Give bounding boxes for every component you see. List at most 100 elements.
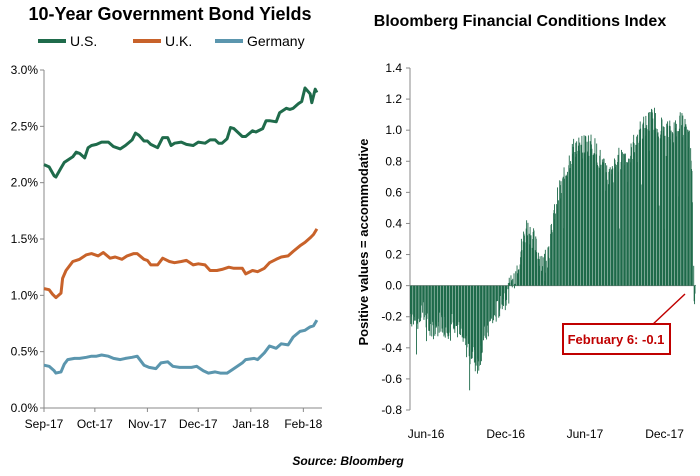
index-bar (634, 152, 635, 286)
index-bar (567, 171, 568, 286)
right-y-tick-label: 1.4 (385, 61, 402, 75)
index-bar (445, 285, 447, 328)
index-bar (509, 282, 511, 286)
index-bar (497, 285, 498, 302)
index-bar (513, 285, 515, 289)
left-y-tick-label: 2.0% (11, 176, 39, 190)
index-bar (527, 222, 529, 286)
index-bar (536, 258, 538, 286)
left-x-tick-label: Feb-18 (284, 417, 322, 431)
index-bar (661, 119, 663, 286)
index-bar (472, 285, 474, 348)
index-bar (436, 285, 438, 327)
index-bar (457, 285, 459, 325)
right-x-tick-label: Dec-17 (645, 427, 684, 441)
index-bar (688, 130, 690, 286)
index-bar (433, 285, 434, 340)
index-bar (544, 249, 546, 286)
right-chart-title: Bloomberg Financial Conditions Index (374, 13, 667, 30)
index-bar (663, 127, 665, 286)
index-bar (478, 285, 480, 366)
index-bar (469, 285, 471, 365)
index-bar (511, 285, 513, 288)
index-bar (612, 182, 614, 286)
index-bar (573, 138, 575, 286)
index-bar (646, 125, 648, 286)
right-y-tick-label: 1.2 (385, 92, 402, 106)
index-bars (410, 107, 696, 391)
index-bar (515, 271, 517, 286)
right-y-tick-label: 0.0 (385, 279, 402, 293)
left-x-tick-label: Nov-17 (128, 417, 167, 431)
index-bar (423, 285, 425, 318)
index-bar (652, 118, 654, 286)
index-bar (695, 284, 696, 286)
index-bar (579, 142, 581, 286)
right-x-tick-label: Dec-16 (486, 427, 525, 441)
index-bar (637, 134, 639, 286)
index-bar (533, 230, 535, 286)
index-bar (475, 285, 477, 366)
index-bar (606, 179, 608, 286)
index-bar (664, 135, 666, 286)
index-bar (640, 128, 642, 286)
index-bar (484, 285, 486, 338)
index-bar (490, 285, 492, 319)
right-x-tick-label: Jun-16 (408, 427, 445, 441)
index-bar (557, 200, 559, 286)
left-x-tick-label: Sep-17 (25, 417, 64, 431)
index-bar (685, 126, 687, 286)
index-bar (448, 285, 450, 336)
index-bar (414, 285, 416, 321)
index-bar (430, 285, 431, 325)
index-bar (570, 161, 572, 286)
index-bar (545, 260, 547, 286)
index-bar (507, 285, 509, 290)
index-bar (649, 112, 651, 286)
index-bar (679, 112, 681, 286)
index-bar (551, 232, 553, 286)
index-bar (499, 285, 501, 309)
index-bar (676, 131, 678, 286)
index-bar (460, 285, 462, 329)
index-bar (609, 167, 611, 286)
index-bar (518, 269, 520, 286)
index-bar (510, 275, 512, 286)
series-line-germany (43, 319, 319, 375)
annotation-callout: February 6: -0.1 (562, 293, 686, 355)
index-bar (466, 285, 468, 348)
index-bar (521, 250, 523, 286)
index-bar (597, 166, 599, 286)
index-bar (624, 153, 626, 286)
index-bar (506, 285, 508, 300)
series-line-us (43, 86, 319, 179)
index-bar (487, 285, 489, 337)
right-y-tick-label: 0.6 (385, 185, 402, 199)
index-bar (411, 285, 413, 315)
index-bar (691, 202, 693, 286)
right-chart-ylabel: Positive values = accommodative (356, 138, 371, 345)
index-bar (585, 136, 587, 286)
index-bar (582, 152, 584, 286)
right-x-tick-label: Jun-17 (567, 427, 604, 441)
index-bar (673, 122, 675, 286)
index-bar (508, 285, 510, 304)
index-bar (544, 253, 545, 286)
left-y-tick-label: 0.5% (11, 345, 39, 359)
annotation-leader-line (650, 293, 686, 327)
left-y-tick-label: 3.0% (11, 63, 39, 77)
left-y-tick-label: 0.0% (11, 401, 39, 415)
index-bar (627, 158, 629, 286)
right-y-tick-label: -0.4 (381, 341, 402, 355)
index-bar (670, 130, 672, 286)
index-bar (564, 178, 565, 286)
index-bar (513, 273, 515, 286)
index-bar (495, 285, 497, 322)
right-y-tick-label: -0.6 (381, 372, 402, 386)
index-bar (454, 285, 456, 333)
left-y-tick-label: 1.5% (11, 232, 39, 246)
index-bar (655, 128, 657, 286)
index-bar (500, 285, 501, 297)
annotation-text: February 6: -0.1 (568, 332, 665, 347)
